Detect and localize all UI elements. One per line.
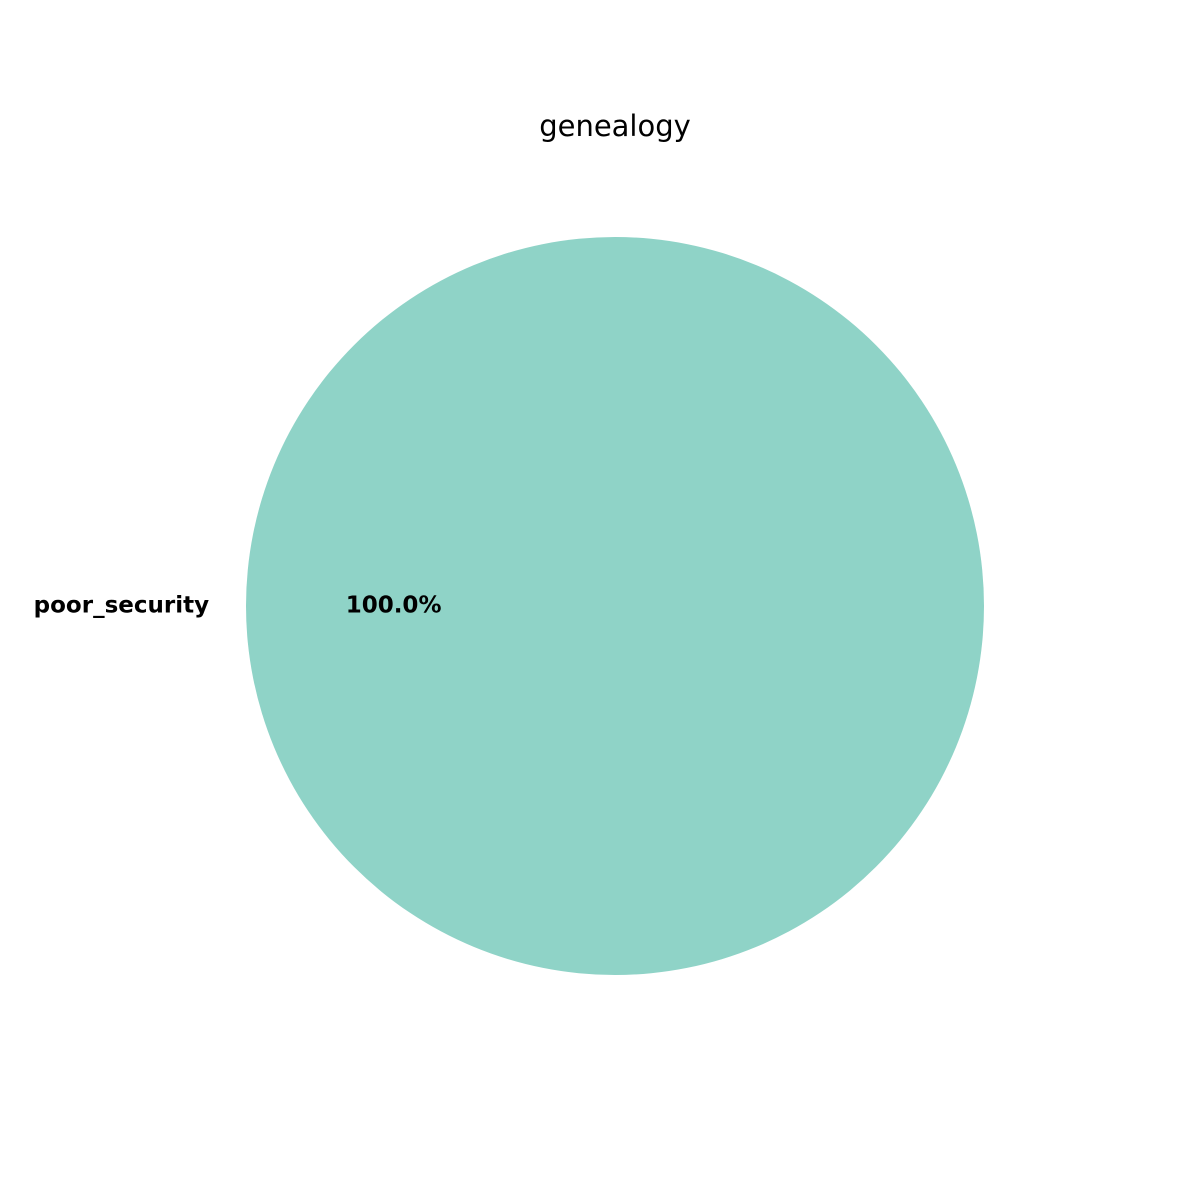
chart-title: genealogy [539,109,691,143]
pie-slice-poor_security [246,237,984,975]
pie-slices [246,237,984,975]
slice-percent-label: 100.0% [346,593,442,619]
slice-label: poor_security [34,593,209,619]
pie-labels: poor_security 100.0% [34,593,442,619]
